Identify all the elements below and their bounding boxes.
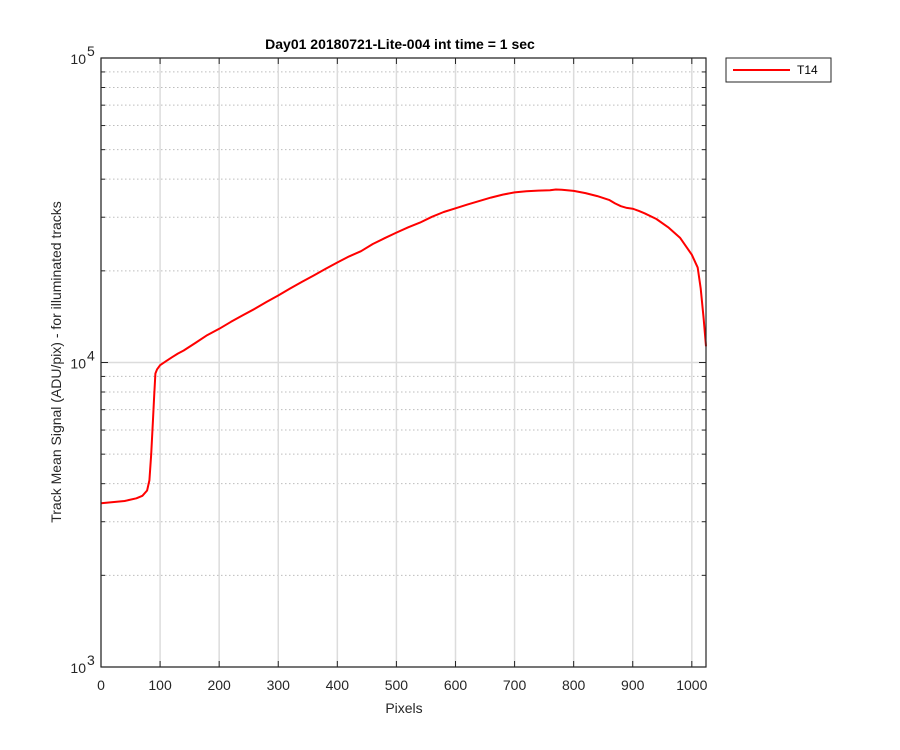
y-tick-label: 10 bbox=[70, 51, 86, 67]
series-layer bbox=[100, 188, 707, 505]
chart-title: Day01 20180721-Lite-004 int time = 1 sec bbox=[265, 36, 535, 52]
y-tick-label: 10 bbox=[70, 356, 86, 372]
x-tick-label: 200 bbox=[207, 677, 231, 693]
y-axis-label: Track Mean Signal (ADU/pix) - for illumi… bbox=[48, 201, 64, 523]
x-tick-label: 400 bbox=[326, 677, 350, 693]
y-tick-label: 10 bbox=[70, 660, 86, 676]
x-tick-label: 1000 bbox=[676, 677, 707, 693]
legend-entry-t14: T14 bbox=[797, 63, 818, 77]
x-tick-label: 0 bbox=[97, 677, 105, 693]
x-tick-label: 600 bbox=[444, 677, 468, 693]
x-tick-label: 100 bbox=[148, 677, 172, 693]
series-line-t14 bbox=[100, 188, 707, 505]
x-tick-label: 800 bbox=[562, 677, 586, 693]
y-tick-exponent: 3 bbox=[87, 652, 95, 668]
x-tick-label: 900 bbox=[621, 677, 645, 693]
x-axis-label: Pixels bbox=[385, 700, 422, 716]
x-tick-label: 500 bbox=[385, 677, 409, 693]
x-tick-label: 300 bbox=[267, 677, 291, 693]
y-tick-exponent: 4 bbox=[87, 348, 95, 364]
legend: T14 bbox=[725, 57, 832, 83]
x-tick-label: 700 bbox=[503, 677, 527, 693]
y-tick-exponent: 5 bbox=[87, 43, 95, 59]
